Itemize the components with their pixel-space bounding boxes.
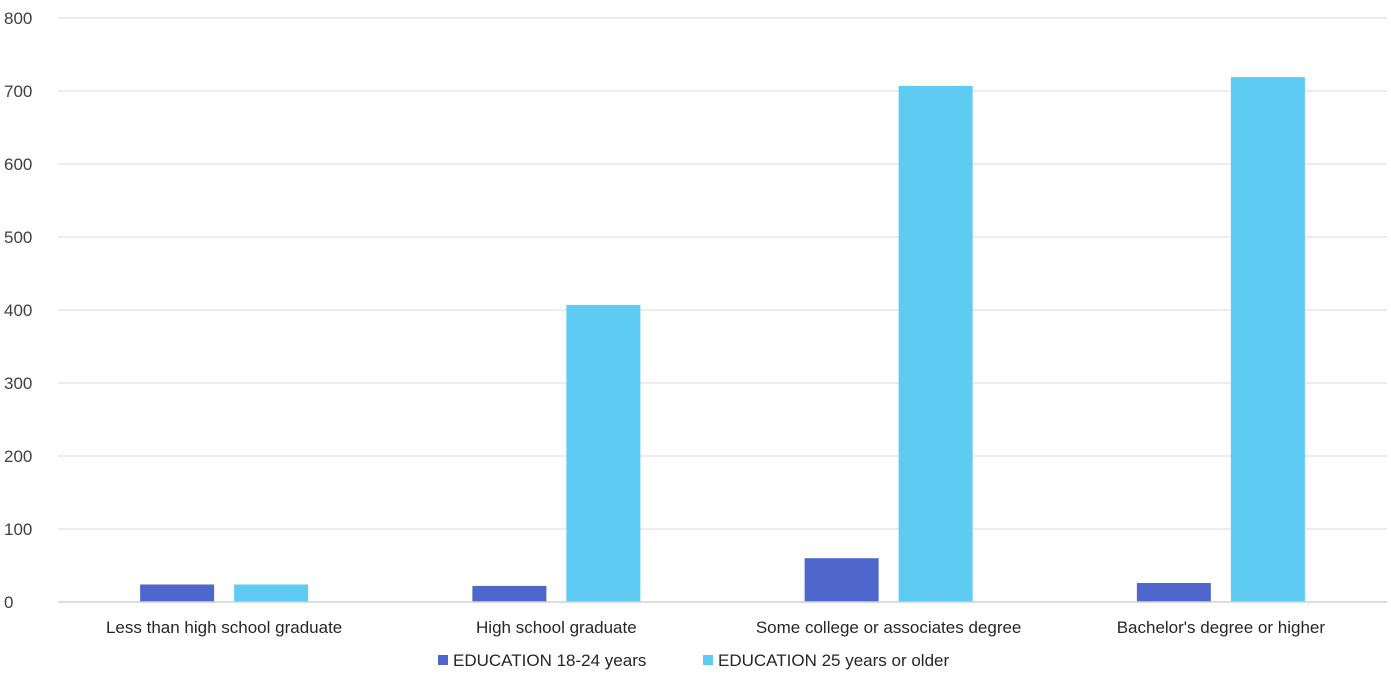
y-tick-label: 300 xyxy=(4,374,32,393)
bars xyxy=(140,77,1305,602)
x-category-label: Less than high school graduate xyxy=(106,618,342,637)
bar-18-24 xyxy=(804,558,879,602)
legend-label: EDUCATION 18-24 years xyxy=(453,651,646,670)
y-tick-label: 100 xyxy=(4,520,32,539)
y-tick-label: 700 xyxy=(4,82,32,101)
bar-18-24 xyxy=(472,585,547,602)
legend-label: EDUCATION 25 years or older xyxy=(718,651,949,670)
legend-swatch xyxy=(438,655,448,665)
legend-swatch xyxy=(703,655,713,665)
y-tick-label: 0 xyxy=(4,593,13,612)
x-category-label: Bachelor's degree or higher xyxy=(1117,618,1326,637)
x-axis-category-labels: Less than high school graduate High schoo… xyxy=(106,618,1325,637)
y-axis-tick-labels: 0 100 200 300 400 500 600 700 800 xyxy=(4,9,32,612)
bar-25-plus xyxy=(234,584,309,602)
gridlines xyxy=(58,17,1387,530)
x-category-label: Some college or associates degree xyxy=(756,618,1022,637)
bar-18-24 xyxy=(1136,583,1211,602)
x-category-label: High school graduate xyxy=(476,618,637,637)
y-tick-label: 400 xyxy=(4,301,32,320)
y-tick-label: 200 xyxy=(4,447,32,466)
bar-18-24 xyxy=(140,584,215,602)
legend: EDUCATION 18-24 years EDUCATION 25 years … xyxy=(438,651,949,670)
y-tick-label: 500 xyxy=(4,228,32,247)
bar-25-plus xyxy=(898,85,973,602)
y-tick-label: 600 xyxy=(4,155,32,174)
y-tick-label: 800 xyxy=(4,9,32,28)
bar-25-plus xyxy=(566,304,641,602)
bar-25-plus xyxy=(1230,77,1305,602)
